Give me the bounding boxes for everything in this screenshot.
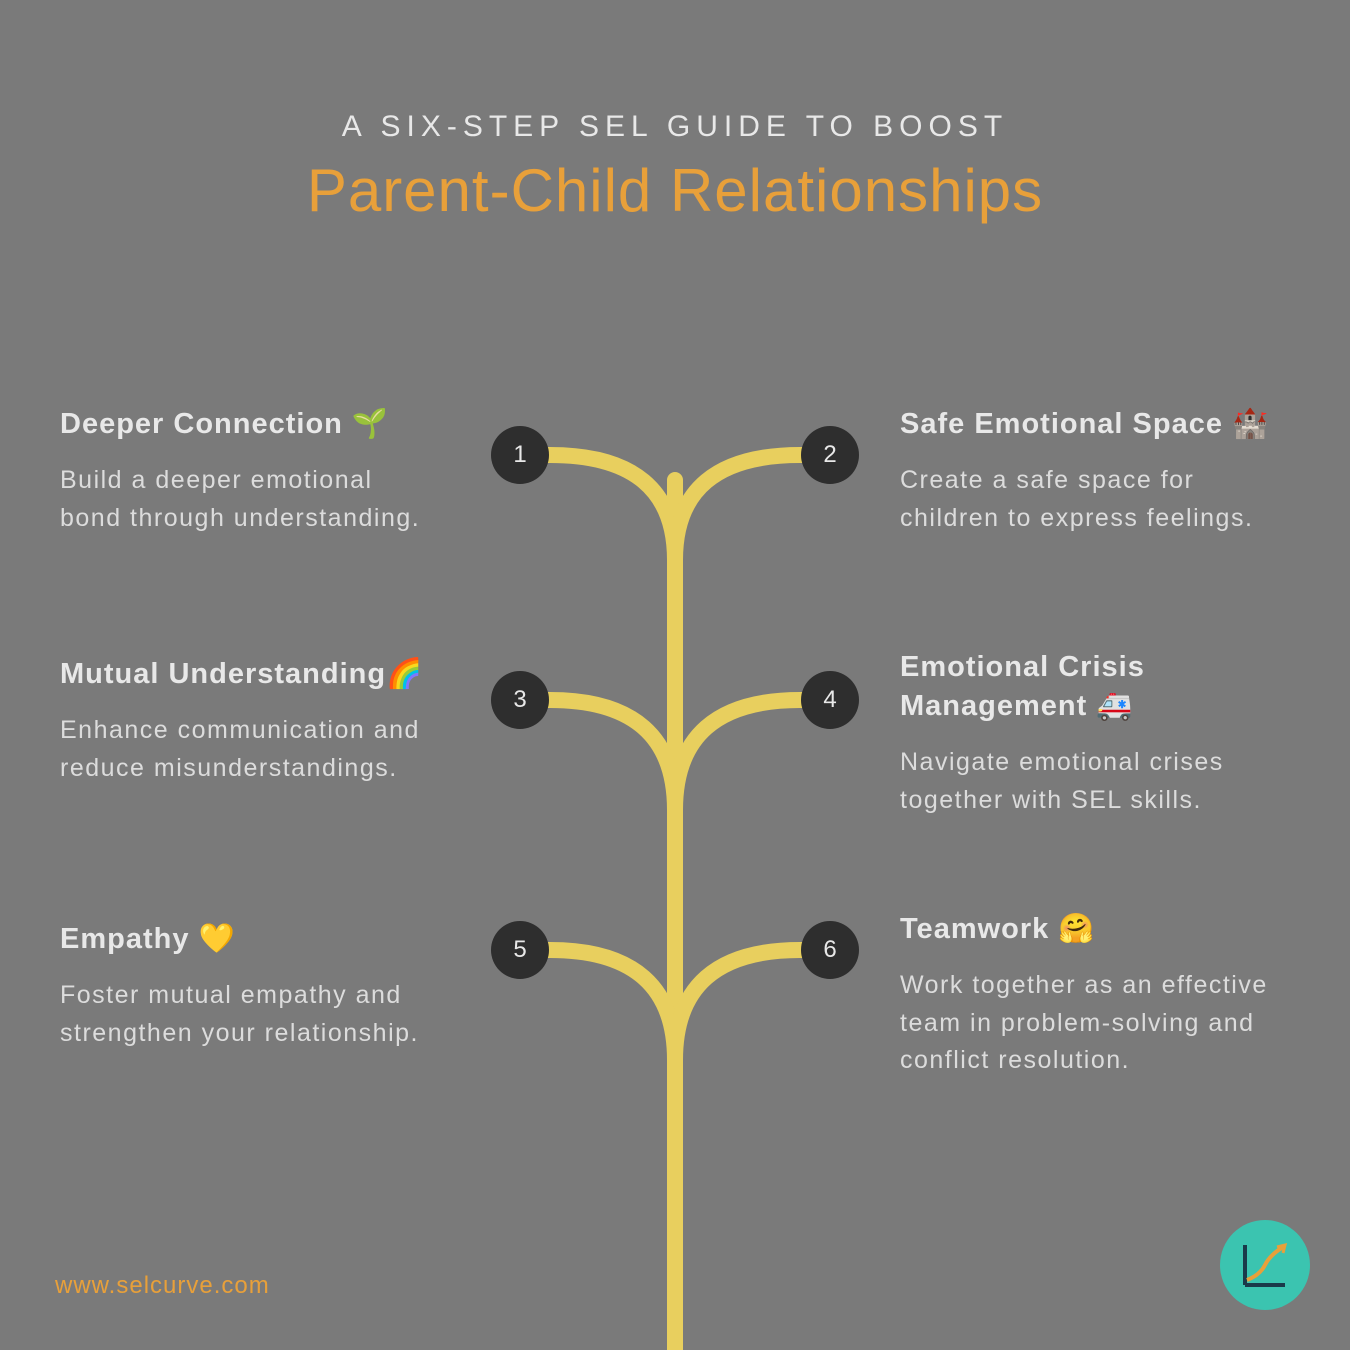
step-title: Deeper Connection 🌱 <box>60 405 440 444</box>
step-node-6: 6 <box>801 921 859 979</box>
step-title: Empathy 💛 <box>60 920 440 959</box>
step-desc: Work together as an effective team in pr… <box>900 967 1280 1080</box>
step-1: Deeper Connection 🌱 Build a deeper emotio… <box>60 405 440 537</box>
step-title: Safe Emotional Space 🏰 <box>900 405 1280 444</box>
step-node-4: 4 <box>801 671 859 729</box>
step-desc: Navigate emotional crises together with … <box>900 744 1280 819</box>
brand-logo <box>1220 1220 1310 1310</box>
step-node-1: 1 <box>491 426 549 484</box>
footer-url: www.selcurve.com <box>55 1272 270 1300</box>
title: Parent-Child Relationships <box>0 156 1350 225</box>
step-2: Safe Emotional Space 🏰 Create a safe spac… <box>900 405 1280 537</box>
step-title: Teamwork 🤗 <box>900 910 1280 949</box>
step-desc: Create a safe space for children to expr… <box>900 462 1280 537</box>
step-title: Emotional Crisis Management 🚑 <box>900 648 1280 726</box>
step-title: Mutual Understanding🌈 <box>60 655 440 694</box>
step-node-5: 5 <box>491 921 549 979</box>
step-3: Mutual Understanding🌈 Enhance communicati… <box>60 655 440 787</box>
subtitle: A SIX-STEP SEL GUIDE TO BOOST <box>0 110 1350 144</box>
step-node-2: 2 <box>801 426 859 484</box>
step-4: Emotional Crisis Management 🚑 Navigate em… <box>900 648 1280 819</box>
header: A SIX-STEP SEL GUIDE TO BOOST Parent-Chi… <box>0 0 1350 225</box>
step-desc: Build a deeper emotional bond through un… <box>60 462 440 537</box>
step-desc: Enhance communication and reduce misunde… <box>60 712 440 787</box>
step-5: Empathy 💛 Foster mutual empathy and stren… <box>60 920 440 1052</box>
step-6: Teamwork 🤗 Work together as an effective … <box>900 910 1280 1080</box>
step-node-3: 3 <box>491 671 549 729</box>
step-desc: Foster mutual empathy and strengthen you… <box>60 977 440 1052</box>
